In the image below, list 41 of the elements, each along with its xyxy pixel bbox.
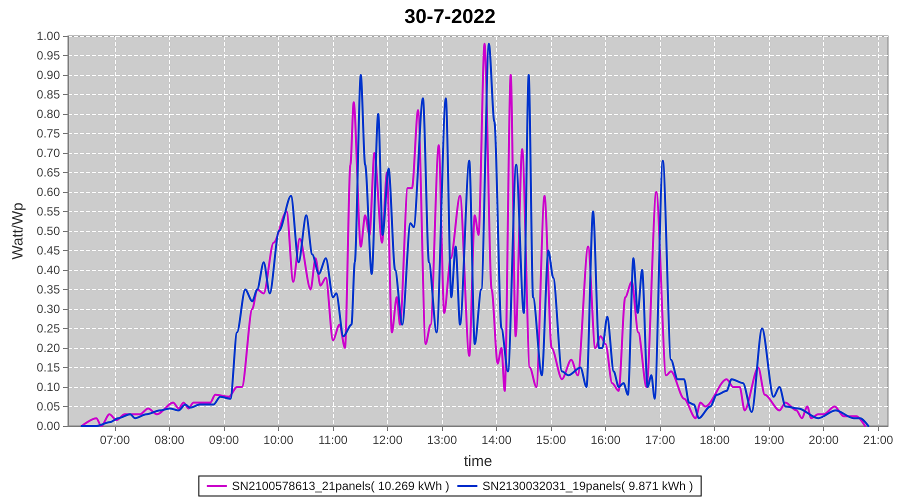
y-tick-label: 0.00 <box>36 419 60 433</box>
x-tick-label: 08:00 <box>154 433 185 447</box>
y-tick-label: 0.40 <box>36 263 60 277</box>
x-tick-label: 20:00 <box>808 433 840 447</box>
y-tick-label: 0.85 <box>36 88 60 102</box>
legend-label: SN2100578613_21panels( 10.269 kWh ) <box>232 479 450 493</box>
y-tick-label: 0.35 <box>36 282 60 296</box>
y-tick-label: 0.90 <box>36 68 60 82</box>
x-axis-title: time <box>464 453 492 470</box>
x-tick-label: 14:00 <box>482 433 512 447</box>
y-tick-label: 0.05 <box>36 400 60 414</box>
x-tick-label: 16:00 <box>590 433 621 447</box>
y-tick-label: 0.80 <box>36 107 60 121</box>
x-tick-label: 07:00 <box>100 433 130 447</box>
y-tick-label: 0.20 <box>36 341 60 355</box>
x-tick-label: 12:00 <box>372 433 403 447</box>
y-tick-label: 0.55 <box>36 204 60 218</box>
x-tick-label: 11:00 <box>318 433 348 447</box>
y-tick-label: 0.15 <box>36 360 60 374</box>
y-tick-label: 1.00 <box>36 29 60 43</box>
x-tick-label: 19:00 <box>754 433 784 447</box>
y-tick-label: 0.65 <box>36 166 60 180</box>
x-tick-label: 17:00 <box>645 433 676 447</box>
x-tick-label: 21:00 <box>863 433 894 447</box>
x-tick-label: 15:00 <box>536 433 566 447</box>
y-tick-label: 0.45 <box>36 244 60 258</box>
x-tick-label: 13:00 <box>427 433 458 447</box>
y-tick-label: 0.95 <box>36 48 60 62</box>
y-tick-label: 0.25 <box>36 322 60 336</box>
x-tick-label: 10:00 <box>263 433 294 447</box>
y-tick-label: 0.75 <box>36 126 60 140</box>
y-tick-label: 0.50 <box>36 224 60 238</box>
y-tick-label: 0.30 <box>36 302 60 316</box>
y-tick-label: 0.60 <box>36 185 60 199</box>
chart-title: 30-7-2022 <box>404 6 496 28</box>
x-tick-label: 09:00 <box>208 433 240 447</box>
y-tick-label: 0.70 <box>36 146 60 160</box>
x-tick-label: 18:00 <box>700 433 730 447</box>
y-axis-title: Watt/Wp <box>10 202 27 260</box>
y-tick-label: 0.10 <box>36 380 60 394</box>
legend-label: SN2130032031_19panels( 9.871 kWh ) <box>482 479 694 493</box>
